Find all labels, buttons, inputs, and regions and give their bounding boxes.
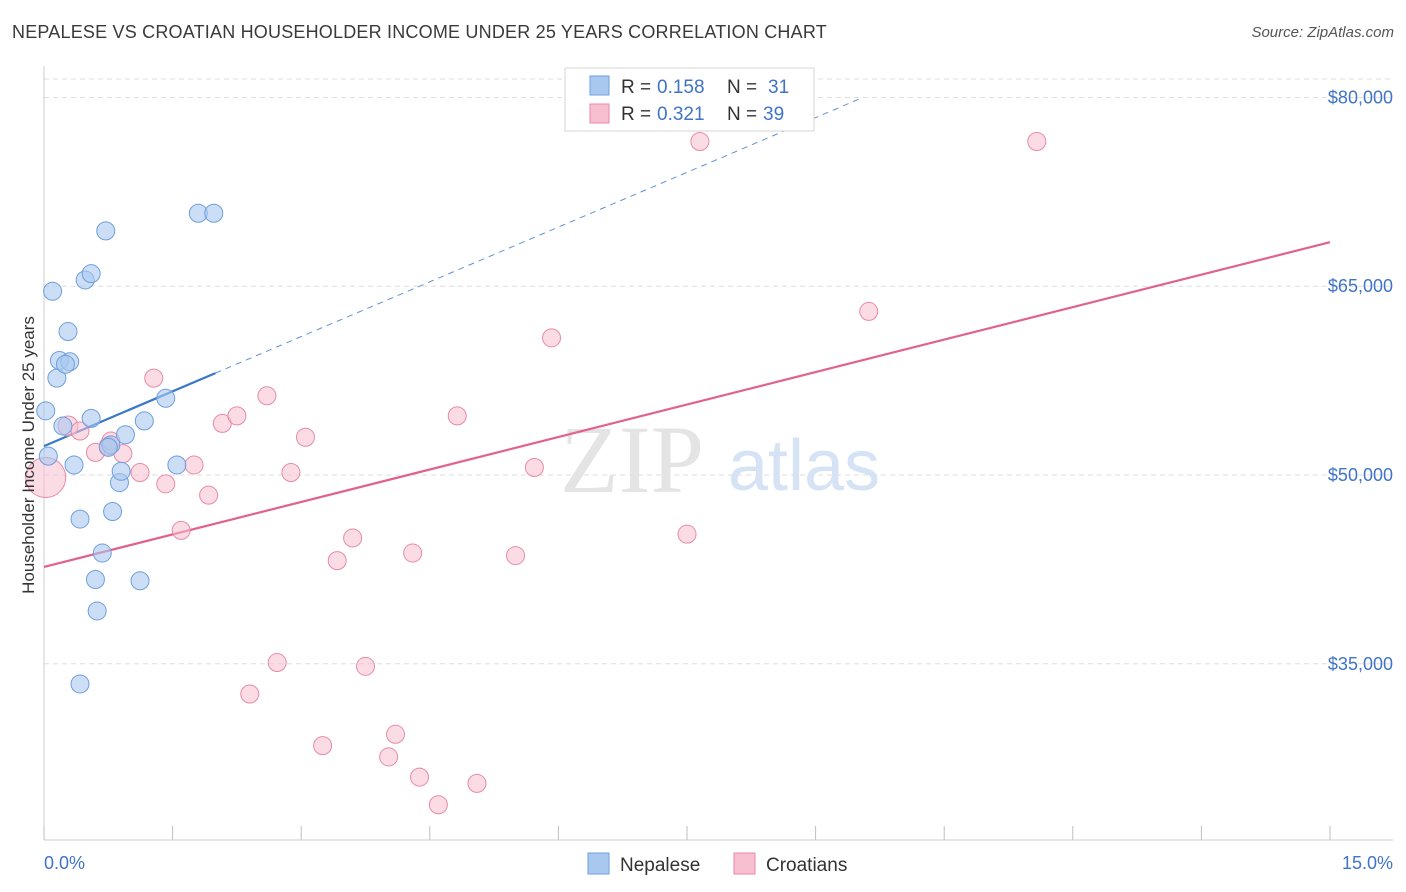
point-nepalese — [134, 411, 154, 431]
point-croatians — [356, 656, 375, 676]
point-nepalese — [81, 408, 101, 428]
point-nepalese — [87, 601, 107, 621]
point-croatians — [184, 455, 204, 475]
chart-title: NEPALESE VS CROATIAN HOUSEHOLDER INCOME … — [12, 22, 827, 42]
point-nepalese — [53, 416, 73, 436]
point-nepalese — [85, 569, 105, 589]
point-croatians — [447, 406, 467, 426]
x-tick-label-min: 0.0% — [44, 853, 85, 873]
watermark: ZIP atlas — [560, 406, 880, 513]
point-croatians — [281, 463, 301, 483]
point-croatians — [257, 386, 277, 406]
point-croatians — [156, 474, 176, 494]
point-croatians — [386, 724, 406, 744]
bottom-legend-label-croatians: Croatians — [766, 855, 847, 876]
y-tick-label: $35,000 — [1328, 654, 1393, 674]
point-croatians — [542, 328, 562, 348]
point-croatians — [379, 747, 399, 767]
point-nepalese — [58, 322, 78, 342]
point-croatians — [144, 368, 164, 388]
point-nepalese — [111, 461, 131, 481]
point-nepalese — [70, 674, 90, 694]
point-croatians — [240, 684, 260, 704]
point-nepalese — [103, 502, 123, 522]
point-croatians — [130, 463, 150, 483]
y-tick-label: $50,000 — [1328, 465, 1393, 485]
source-label: Source: ZipAtlas.com — [1251, 24, 1394, 41]
point-croatians — [859, 301, 879, 321]
point-croatians — [227, 406, 247, 426]
point-croatians — [1027, 132, 1047, 152]
point-nepalese — [156, 388, 176, 408]
point-nepalese — [70, 509, 90, 529]
y-tick-labels: $35,000 $50,000 $65,000 $80,000 — [1328, 87, 1393, 673]
point-nepalese — [204, 203, 224, 223]
watermark-zip: ZIP — [560, 406, 704, 513]
point-nepalese — [115, 425, 135, 445]
point-nepalese — [130, 571, 150, 591]
point-croatians — [313, 736, 333, 756]
legend-r-label: R = — [621, 77, 651, 98]
legend-r-value: 0.158 — [657, 77, 705, 98]
point-nepalese — [43, 281, 63, 301]
watermark-atlas: atlas — [728, 426, 880, 506]
point-croatians — [171, 520, 191, 540]
axes — [43, 66, 1393, 841]
point-nepalese — [81, 264, 101, 284]
point-croatians — [677, 524, 697, 544]
point-croatians — [428, 795, 448, 815]
point-nepalese — [98, 437, 118, 457]
point-croatians — [506, 546, 526, 566]
point-nepalese — [38, 446, 58, 466]
y-tick-label: $80,000 — [1328, 87, 1393, 107]
series-legend: Nepalese Croatians — [587, 852, 847, 876]
y-axis-title: Householder Income Under 25 years — [19, 316, 38, 594]
legend-r-label: R = — [621, 104, 651, 125]
bottom-legend-swatch-nepalese — [587, 852, 610, 875]
point-nepalese — [64, 455, 84, 475]
legend-swatch-croatians — [589, 103, 610, 124]
legend-n-label: N = — [727, 77, 757, 98]
point-croatians — [267, 653, 287, 673]
trend-line-croatians — [43, 241, 1331, 568]
point-croatians — [524, 457, 544, 477]
x-tick-label-max: 15.0% — [1342, 853, 1393, 873]
point-nepalese — [36, 401, 56, 421]
correlation-legend: R = 0.158 N = 31 R = 0.321 N = 39 — [564, 67, 815, 132]
point-croatians — [295, 427, 315, 447]
legend-n-value: 39 — [763, 104, 784, 125]
point-nepalese — [96, 221, 116, 241]
gridlines — [44, 78, 1393, 665]
point-croatians — [70, 421, 90, 441]
y-tick-label: $65,000 — [1328, 276, 1393, 296]
legend-n-value: 31 — [768, 77, 789, 98]
legend-r-value: 0.321 — [657, 104, 705, 125]
bottom-legend-label-nepalese: Nepalese — [620, 855, 700, 876]
point-nepalese — [92, 543, 112, 563]
point-nepalese — [167, 455, 187, 475]
point-croatians — [410, 767, 430, 787]
point-croatians — [467, 773, 487, 793]
point-nepalese — [55, 354, 75, 374]
point-croatians — [199, 485, 219, 505]
legend-swatch-nepalese — [589, 75, 610, 96]
point-croatians — [690, 132, 710, 152]
bottom-legend-swatch-croatians — [733, 852, 756, 875]
scatter-points — [25, 110, 1047, 815]
trend-line-nepalese-extension — [215, 98, 859, 374]
point-croatians — [327, 551, 347, 571]
legend-n-label: N = — [727, 104, 757, 125]
point-croatians — [403, 543, 423, 563]
point-croatians — [343, 528, 363, 548]
